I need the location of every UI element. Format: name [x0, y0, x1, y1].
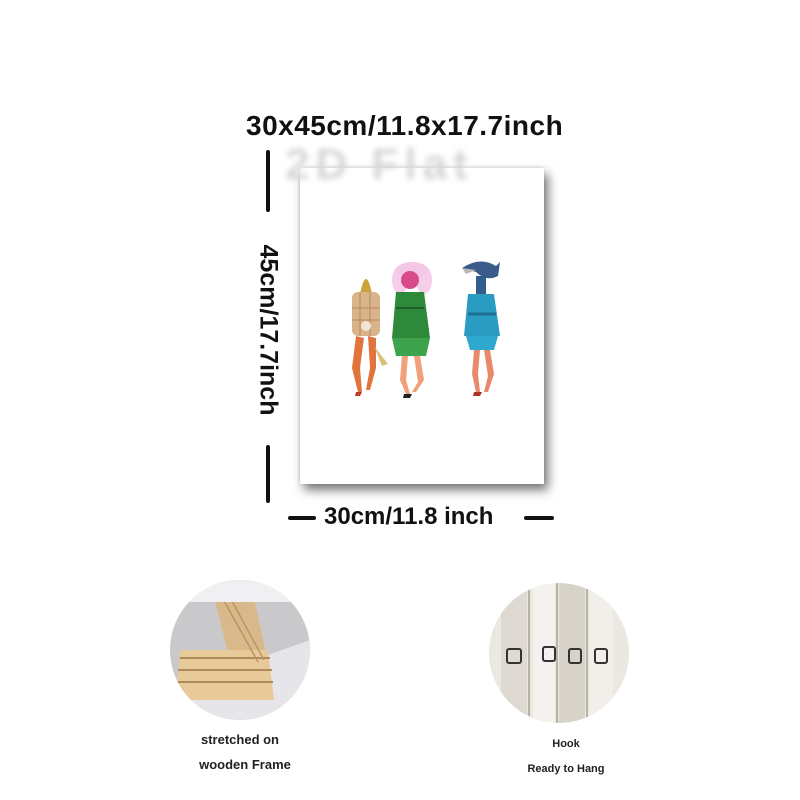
width-line-left	[288, 516, 316, 520]
height-line-top	[266, 150, 270, 212]
frame-caption-line1: stretched on	[200, 732, 279, 747]
canvas-print	[300, 168, 544, 484]
width-label: 30cm/11.8 inch	[324, 503, 494, 530]
hook-photo	[489, 583, 629, 723]
height-label: 45cm/17.7inch	[254, 244, 283, 416]
width-line-right	[524, 516, 554, 520]
figure-orchid-head	[392, 262, 432, 398]
height-line-bottom	[266, 445, 270, 503]
figure-bird-head	[462, 261, 500, 396]
size-title: 30x45cm/11.8x17.7inch	[246, 110, 564, 141]
hook-caption-line1: Hook	[552, 738, 580, 750]
watermark-text: 2D Flat	[285, 140, 474, 189]
figure-fish-head	[352, 279, 388, 396]
hook-caption-line2: Ready to Hang	[527, 763, 605, 775]
wooden-frame-photo	[170, 580, 310, 720]
frame-caption-line2: wooden Frame	[199, 757, 291, 772]
